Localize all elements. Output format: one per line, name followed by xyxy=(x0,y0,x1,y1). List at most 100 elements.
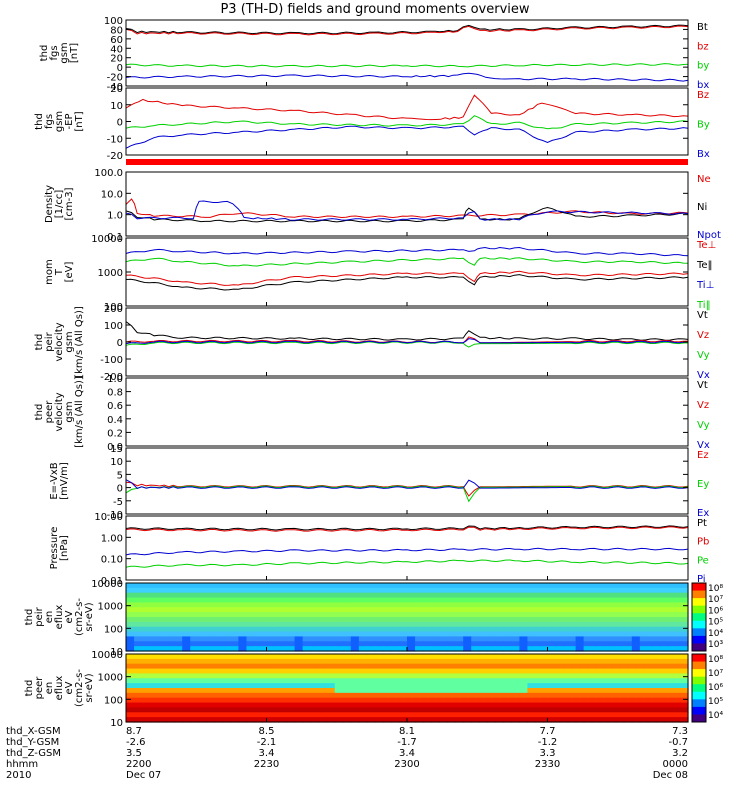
heatmap-cell xyxy=(423,612,432,618)
legend-entry: Pt xyxy=(697,518,707,529)
heatmap-cell xyxy=(639,678,649,684)
heatmap-cell xyxy=(278,678,288,684)
heatmap-cell xyxy=(663,663,673,670)
y-axis-label: eV xyxy=(64,681,75,694)
heatmap-cell xyxy=(551,673,561,679)
series-line-bz xyxy=(125,25,689,36)
heatmap-cell xyxy=(583,697,593,704)
colorbar-frame xyxy=(691,653,707,723)
heatmap-cell xyxy=(198,712,207,718)
heatmap-cell xyxy=(134,697,143,704)
heatmap-cell xyxy=(126,607,135,613)
heatmap-cell xyxy=(639,602,649,608)
heatmap-cell xyxy=(262,663,272,670)
heatmap-cell xyxy=(214,592,223,599)
heatmap-cell xyxy=(407,702,416,709)
heatmap-cell xyxy=(214,707,223,713)
heatmap-cell xyxy=(374,692,384,699)
heatmap-cell xyxy=(607,583,617,589)
legend-entry: bx xyxy=(697,80,709,91)
heatmap-cell xyxy=(679,717,689,723)
heatmap-cell xyxy=(535,583,545,589)
y-tick-label: 10000 xyxy=(91,234,123,245)
heatmap-cell xyxy=(583,592,593,599)
heatmap-cell xyxy=(679,654,689,660)
legend-entry: Npot xyxy=(697,230,721,241)
heatmap-cell xyxy=(583,631,593,638)
heatmap-cell xyxy=(230,668,239,675)
heatmap-cell xyxy=(158,636,167,642)
heatmap-cell xyxy=(134,668,143,675)
heatmap-cell xyxy=(503,683,512,689)
heatmap-cell xyxy=(599,658,609,665)
heatmap-cell xyxy=(198,636,207,642)
heatmap-cell xyxy=(206,621,215,628)
heatmap-cell xyxy=(663,717,673,723)
legend-entry: Bx xyxy=(697,149,710,160)
heatmap-cell xyxy=(302,692,312,699)
heatmap-cell xyxy=(366,668,376,675)
heatmap-cell xyxy=(190,663,199,670)
heatmap-cell xyxy=(583,602,593,608)
heatmap-cell xyxy=(439,617,448,623)
panel-fgs_gsm_ep xyxy=(125,94,689,149)
heatmap-cell xyxy=(543,631,553,638)
heatmap-cell xyxy=(334,583,344,589)
heatmap-cell xyxy=(214,678,223,684)
heatmap-cell xyxy=(663,697,673,704)
heatmap-cell xyxy=(647,692,657,699)
heatmap-cell xyxy=(439,663,448,670)
heatmap-cell xyxy=(551,631,561,638)
y-axis-label: [nT] xyxy=(74,111,85,131)
heatmap-cell xyxy=(503,668,512,675)
heatmap-cell xyxy=(487,663,496,670)
heatmap-cell xyxy=(607,631,617,638)
heatmap-cell xyxy=(334,658,344,665)
heatmap-cell xyxy=(559,631,569,638)
heatmap-cell xyxy=(326,658,336,665)
heatmap-cell xyxy=(655,607,665,613)
heatmap-cell xyxy=(222,583,231,589)
heatmap-cell xyxy=(150,702,159,709)
heatmap-cell xyxy=(671,702,681,709)
heatmap-cell xyxy=(439,626,448,633)
heatmap-cell xyxy=(174,583,183,589)
colorbar-segment xyxy=(692,620,706,629)
heatmap-cell xyxy=(390,654,400,660)
heatmap-cell xyxy=(382,717,392,723)
heatmap-cell xyxy=(439,688,448,694)
heatmap-cell xyxy=(358,631,368,638)
heatmap-cell xyxy=(463,688,472,694)
heatmap-cell xyxy=(254,607,264,613)
heatmap-cell xyxy=(423,658,432,665)
orbit-value: 3.4 xyxy=(399,748,415,759)
heatmap-cell xyxy=(479,673,488,679)
heatmap-cell xyxy=(158,683,167,689)
heatmap-cell xyxy=(615,617,625,623)
heatmap-cell xyxy=(463,583,472,589)
heatmap-cell xyxy=(487,668,496,675)
heatmap-cell xyxy=(150,592,159,599)
heatmap-cell xyxy=(358,597,368,604)
orbit-value: 8.7 xyxy=(126,726,142,737)
heatmap-cell xyxy=(559,612,569,618)
heatmap-cell xyxy=(190,702,199,709)
heatmap-cell xyxy=(431,697,440,704)
heatmap-cell xyxy=(447,717,456,723)
heatmap-cell xyxy=(503,697,512,704)
series-line-Vt xyxy=(125,321,689,341)
heatmap-cell xyxy=(334,683,344,689)
heatmap-cell xyxy=(318,702,328,709)
colorbar-segment xyxy=(692,635,706,644)
heatmap-cell xyxy=(382,626,392,633)
heatmap-cell xyxy=(190,626,199,633)
heatmap-cell xyxy=(647,617,657,623)
heatmap-cell xyxy=(294,607,304,613)
heatmap-cell xyxy=(607,636,617,642)
heatmap-cell xyxy=(503,602,512,608)
heatmap-cell xyxy=(591,641,601,647)
heatmap-cell xyxy=(350,658,360,665)
heatmap-cell xyxy=(126,597,135,604)
heatmap-cell xyxy=(607,646,617,652)
heatmap-cell xyxy=(447,654,456,660)
